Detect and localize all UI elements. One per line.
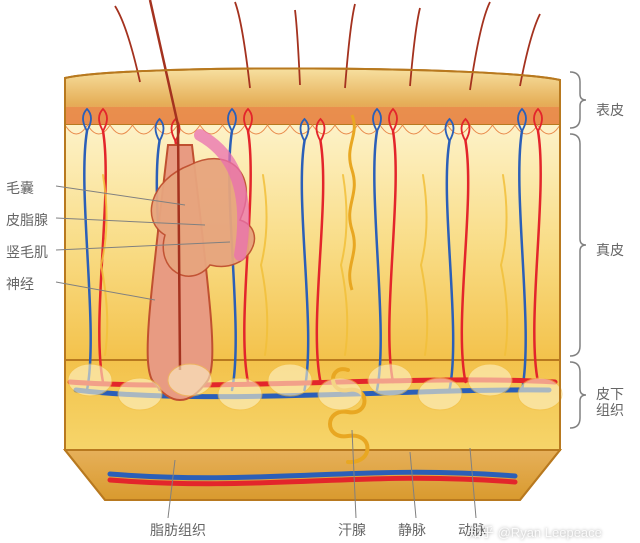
label-vein: 静脉 bbox=[398, 520, 426, 540]
label-follicle: 毛囊 bbox=[6, 178, 34, 198]
bracket-subcutis bbox=[570, 362, 586, 428]
watermark: 知乎 @Ryan Leepeace bbox=[468, 522, 602, 541]
label-sweat: 汗腺 bbox=[338, 520, 366, 540]
label-arrector: 竖毛肌 bbox=[6, 242, 48, 262]
label-adipose: 脂肪组织 bbox=[150, 520, 206, 540]
label-dermis: 真皮 bbox=[596, 240, 624, 260]
label-subcutis: 组织 bbox=[596, 400, 624, 420]
bracket-dermis bbox=[570, 134, 586, 356]
epidermis-basal-band bbox=[65, 107, 560, 125]
label-epidermis: 表皮 bbox=[596, 100, 624, 120]
label-sebaceous: 皮脂腺 bbox=[6, 210, 48, 230]
label-nerve: 神经 bbox=[6, 274, 34, 294]
bracket-epidermis bbox=[570, 72, 586, 128]
dermis-layer bbox=[65, 125, 560, 360]
